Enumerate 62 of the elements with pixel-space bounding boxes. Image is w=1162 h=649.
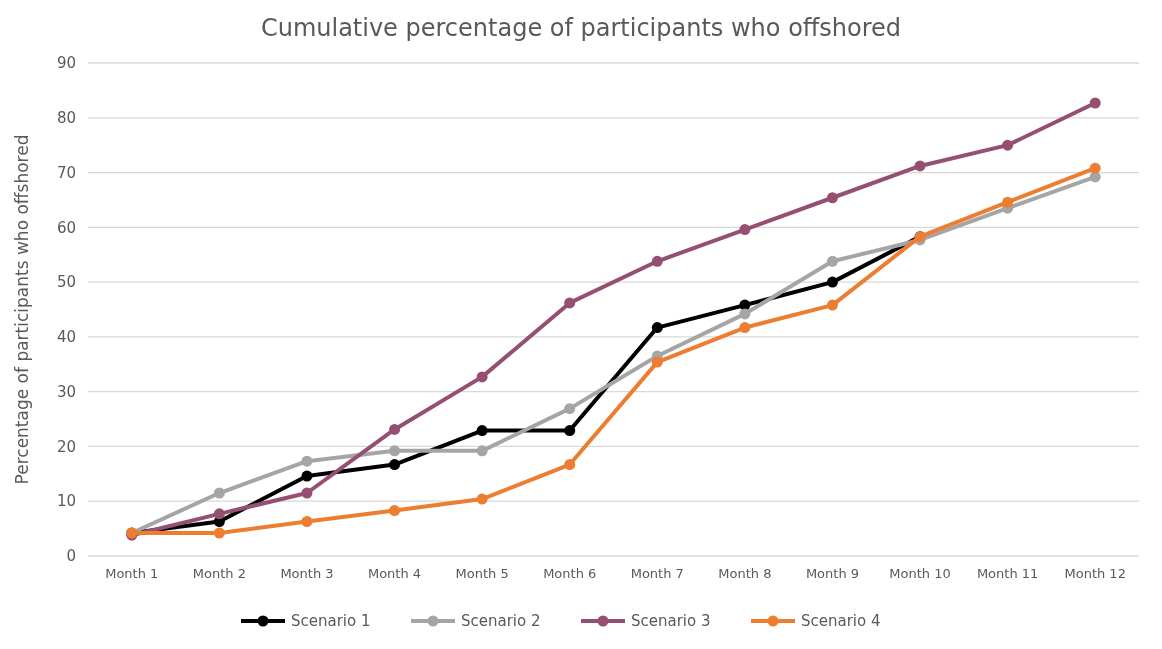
y-tick-label: 80	[56, 109, 76, 128]
point	[826, 276, 838, 288]
y-tick-label: 60	[56, 218, 76, 237]
point	[826, 192, 838, 204]
point	[564, 297, 576, 309]
point	[739, 224, 751, 236]
x-tick-label: Month 3	[280, 566, 334, 581]
point	[301, 455, 313, 467]
point	[826, 299, 838, 311]
point	[389, 459, 401, 471]
point	[651, 356, 663, 368]
legend-label: Scenario 1	[291, 612, 371, 631]
x-tick-label: Month 11	[976, 566, 1039, 581]
y-tick-label: 20	[56, 437, 76, 456]
point	[564, 425, 576, 437]
legend-label: Scenario 2	[461, 612, 541, 631]
point	[564, 403, 576, 415]
point	[914, 160, 926, 172]
y-tick-label: 40	[56, 328, 76, 347]
point	[389, 505, 401, 517]
y-tick-label: 10	[56, 492, 76, 511]
point	[476, 493, 488, 505]
point	[213, 527, 225, 539]
y-tick-label: 50	[56, 273, 76, 292]
point	[1089, 97, 1101, 109]
point	[213, 508, 225, 520]
x-tick-label: Month 12	[1064, 566, 1126, 581]
x-tick-label: Month 9	[805, 566, 860, 581]
point	[564, 459, 576, 471]
x-tick-label: Month 8	[718, 566, 772, 581]
x-tick-label: Month 10	[889, 566, 951, 581]
point	[1089, 162, 1101, 174]
y-tick-label: 0	[66, 547, 76, 566]
x-tick-label: Month 7	[630, 566, 684, 581]
point	[739, 322, 751, 334]
x-tick-label: Month 1	[105, 566, 159, 581]
point	[651, 255, 663, 267]
y-axis-title: Percentage of participants who offshored	[12, 134, 32, 485]
x-tick-label: Month 5	[455, 566, 509, 581]
legend-label: Scenario 4	[801, 612, 881, 631]
point	[389, 423, 401, 435]
point	[476, 445, 488, 457]
point	[301, 470, 313, 482]
y-tick-label: 30	[56, 382, 76, 401]
point	[739, 308, 751, 320]
point	[476, 425, 488, 437]
point	[301, 516, 313, 527]
x-tick-label: Month 2	[192, 566, 246, 581]
point	[389, 445, 401, 457]
chart-title: Cumulative percentage of participants who offshored	[260, 14, 902, 42]
point	[826, 255, 838, 267]
point	[213, 487, 225, 499]
legend-label: Scenario 3	[631, 612, 711, 631]
y-tick-label: 70	[56, 163, 76, 182]
point	[301, 487, 313, 499]
point	[651, 322, 663, 334]
x-tick-label: Month 6	[543, 566, 597, 581]
y-tick-label: 90	[56, 54, 76, 73]
point	[476, 371, 488, 383]
x-tick-label: Month 4	[367, 566, 422, 581]
point	[1002, 196, 1014, 208]
point	[1002, 139, 1014, 151]
